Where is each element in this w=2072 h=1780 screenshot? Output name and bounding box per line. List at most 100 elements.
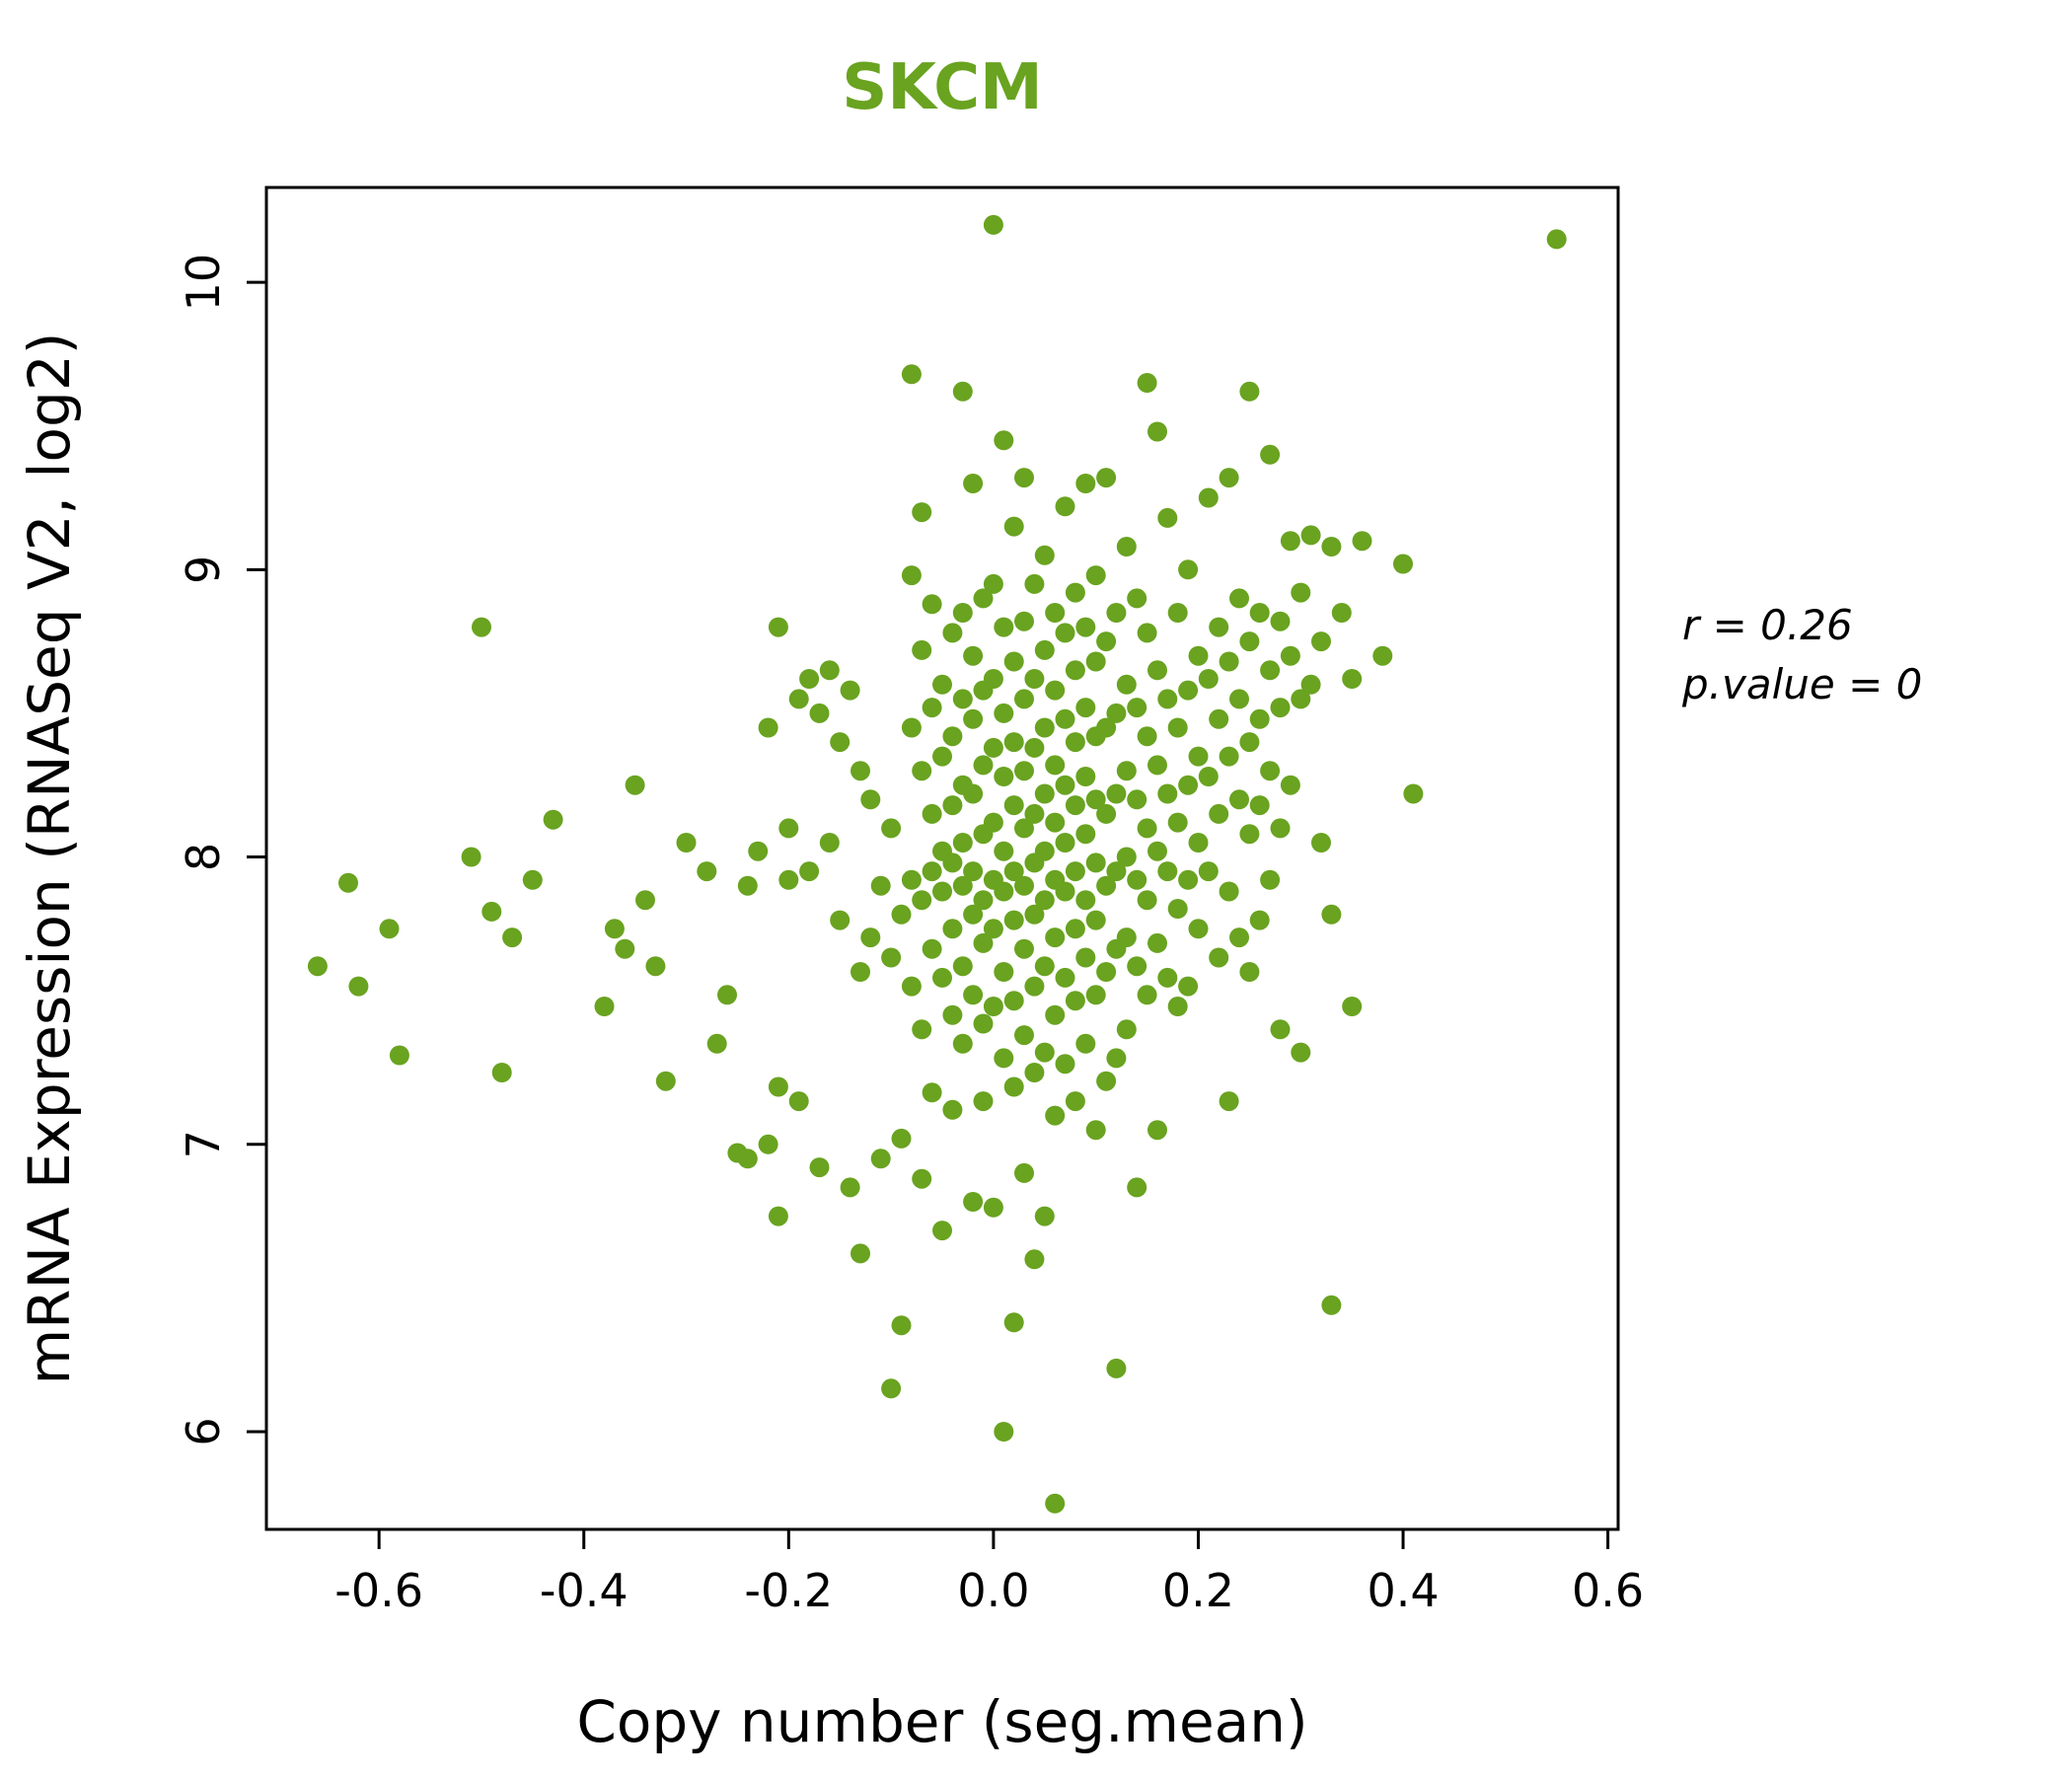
data-point (1300, 525, 1321, 546)
data-point (1157, 507, 1178, 528)
data-point (983, 997, 1003, 1016)
data-point (1003, 1312, 1024, 1333)
data-point (778, 869, 799, 890)
data-point (1034, 783, 1055, 804)
data-point (1024, 573, 1045, 594)
data-point (1229, 927, 1249, 948)
data-point (1209, 947, 1229, 968)
data-point (737, 875, 758, 896)
data-point (932, 967, 952, 988)
data-point (891, 1128, 912, 1149)
data-point (1096, 717, 1117, 738)
data-point (1003, 991, 1024, 1011)
data-point (851, 761, 870, 781)
data-point (1188, 746, 1209, 767)
data-point (1014, 875, 1034, 896)
y-axis: 6 7 8 9 10 (177, 254, 266, 1446)
data-point (983, 669, 1003, 689)
data-point (338, 872, 358, 893)
data-point (994, 962, 1014, 982)
data-point (594, 997, 615, 1016)
data-point (952, 1033, 973, 1054)
y-axis-label: mRNA Expression (RNASeq V2, log2) (16, 333, 83, 1385)
correlation-annotation: r = 0.26 p.value = 0 (1681, 601, 1922, 708)
data-point (1014, 938, 1034, 959)
data-point (1085, 1120, 1106, 1141)
data-point (870, 875, 891, 896)
data-point (717, 985, 737, 1005)
data-point (1137, 818, 1157, 839)
data-point (1137, 623, 1157, 643)
data-point (901, 565, 922, 586)
data-point (994, 1422, 1014, 1442)
data-point (922, 803, 942, 824)
data-point (1546, 229, 1567, 250)
data-point (1229, 689, 1249, 709)
data-point (942, 795, 963, 816)
data-point (1065, 795, 1085, 816)
data-point (1116, 927, 1137, 948)
data-point (1178, 559, 1199, 580)
data-point (748, 841, 769, 861)
data-point (912, 639, 932, 660)
data-point (1116, 674, 1137, 695)
data-point (1249, 603, 1270, 623)
data-point (1291, 689, 1311, 709)
data-point (973, 1091, 994, 1112)
data-point (676, 833, 697, 853)
data-point (1075, 890, 1096, 911)
data-point (1188, 833, 1209, 853)
data-point (973, 755, 994, 776)
data-point (1291, 1042, 1311, 1063)
data-point (1045, 680, 1066, 701)
data-point (1147, 660, 1167, 681)
data-point (942, 623, 963, 643)
data-point (706, 1033, 727, 1054)
data-point (1219, 468, 1239, 488)
data-point (1034, 1206, 1055, 1226)
data-point (1024, 976, 1045, 997)
data-point (1085, 910, 1106, 930)
data-point (1239, 381, 1260, 402)
data-point (768, 1206, 788, 1226)
data-point (379, 919, 400, 939)
data-point (1065, 660, 1085, 681)
data-point (983, 919, 1003, 939)
data-point (1085, 651, 1106, 672)
data-point (1219, 1091, 1239, 1112)
data-point (1249, 708, 1270, 729)
data-point (1127, 698, 1147, 718)
data-point (1106, 1358, 1127, 1378)
data-point (1014, 468, 1034, 488)
data-point (1116, 1019, 1137, 1040)
data-point (1096, 803, 1117, 824)
x-tick-label: 0.6 (1572, 1564, 1644, 1617)
data-point (1085, 789, 1106, 810)
data-point (615, 938, 635, 959)
data-point (1167, 717, 1188, 738)
data-point (635, 890, 655, 911)
data-point (1188, 645, 1209, 666)
data-point (1045, 603, 1066, 623)
data-point (963, 1192, 984, 1212)
data-point (1003, 732, 1024, 753)
data-point (809, 703, 830, 723)
data-point (1065, 732, 1085, 753)
x-tick-label: 0.2 (1162, 1564, 1234, 1617)
data-point (1003, 1076, 1024, 1097)
data-point (1075, 1033, 1096, 1054)
data-point (1003, 516, 1024, 537)
data-point (994, 703, 1014, 723)
data-point (1014, 1025, 1034, 1046)
data-point (912, 761, 932, 781)
data-point (1096, 1071, 1117, 1091)
data-point (1055, 967, 1075, 988)
data-point (1024, 904, 1045, 925)
data-point (963, 985, 984, 1005)
data-point (1055, 881, 1075, 902)
data-point (901, 364, 922, 385)
data-point (1321, 904, 1342, 925)
data-point (963, 861, 984, 882)
